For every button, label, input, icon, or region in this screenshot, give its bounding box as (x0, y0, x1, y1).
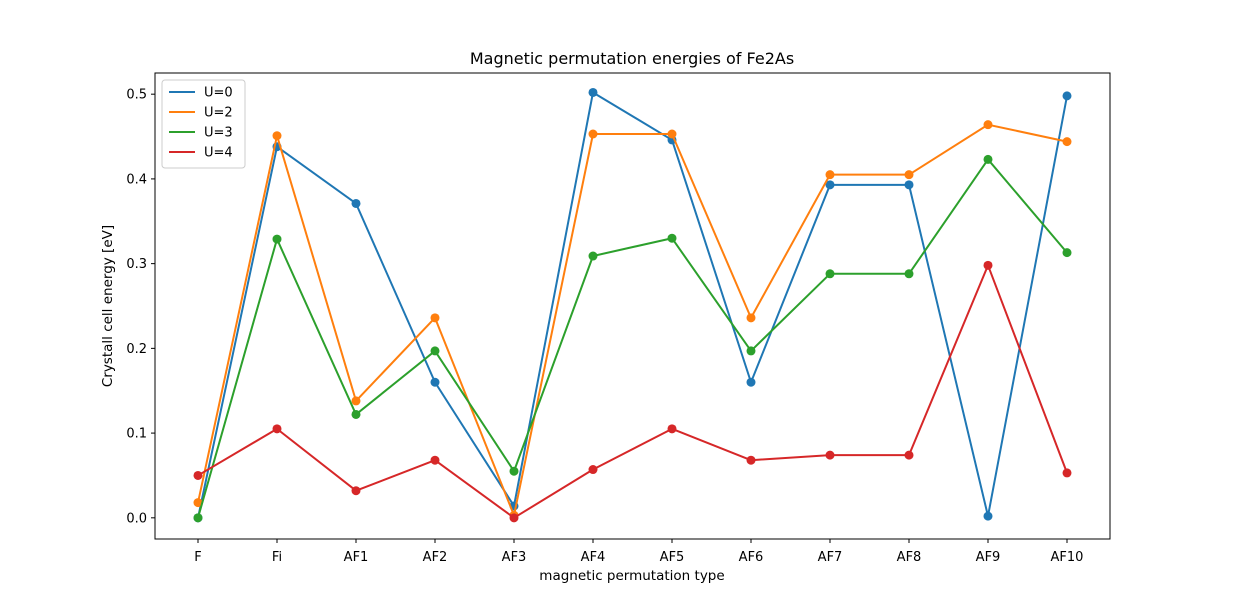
data-point (825, 170, 835, 180)
data-point (746, 346, 756, 356)
data-point (193, 498, 203, 508)
data-point (825, 269, 835, 279)
x-tick-label: AF2 (423, 550, 448, 565)
data-point (983, 120, 993, 130)
data-point (351, 198, 361, 208)
data-point (193, 513, 203, 523)
plot-area (155, 73, 1110, 539)
data-point (1062, 468, 1072, 478)
y-tick-label: 0.2 (126, 342, 147, 357)
y-tick-label: 0.5 (126, 88, 147, 103)
data-point (983, 154, 993, 164)
y-axis: 0.0 0.1 0.2 0.3 0.4 0.5 (126, 88, 155, 526)
x-tick-label: AF8 (897, 550, 922, 565)
data-point (746, 377, 756, 387)
data-point (351, 409, 361, 419)
data-point (746, 313, 756, 323)
data-point (825, 180, 835, 190)
series-u-3 (193, 154, 1072, 523)
data-point (746, 455, 756, 465)
series-line (197, 91, 1068, 519)
x-axis-title: magnetic permutation type (539, 568, 724, 584)
x-tick-label: AF10 (1051, 550, 1084, 565)
data-point (904, 170, 914, 180)
data-point (667, 233, 677, 243)
legend-box (161, 79, 246, 169)
data-point (904, 180, 914, 190)
legend-label: U=2 (204, 106, 233, 121)
x-tick-label: AF4 (581, 550, 606, 565)
data-point (588, 251, 598, 261)
data-point (509, 466, 519, 476)
data-point (904, 269, 914, 279)
data-point (588, 87, 598, 97)
data-point (667, 129, 677, 139)
series-line (197, 264, 1068, 519)
data-point (825, 450, 835, 460)
x-tick-label: AF6 (739, 550, 764, 565)
data-point (1062, 248, 1072, 258)
series-u-4 (193, 260, 1072, 523)
data-point (351, 486, 361, 496)
data-point (193, 470, 203, 480)
x-tick-label: AF5 (660, 550, 685, 565)
data-point (272, 424, 282, 434)
series-line (197, 158, 1068, 519)
data-point (351, 396, 361, 406)
x-tick-label: Fi (272, 550, 282, 565)
data-point (430, 377, 440, 387)
x-axis: F Fi AF1 AF2 AF3 AF4 AF5 AF6 AF7 AF8 AF9 AF10 (194, 539, 1083, 565)
data-point (430, 313, 440, 323)
data-point (904, 450, 914, 460)
series-u-0 (193, 87, 1072, 523)
x-tick-label: F (194, 550, 201, 565)
data-point (509, 513, 519, 523)
data-point (1062, 137, 1072, 147)
data-point (430, 455, 440, 465)
legend-label: U=3 (204, 126, 233, 141)
legend-label: U=4 (204, 146, 233, 161)
y-tick-label: 0.4 (126, 172, 147, 187)
legend-label: U=0 (204, 86, 233, 101)
data-point (1062, 91, 1072, 101)
y-axis-title: Crystall cell energy [eV] (100, 225, 116, 387)
y-tick-label: 0.0 (126, 511, 147, 526)
data-point (983, 260, 993, 270)
data-point (430, 346, 440, 356)
plot-frame (154, 72, 1111, 540)
data-point (588, 129, 598, 139)
y-tick-label: 0.1 (126, 427, 147, 442)
x-tick-label: AF9 (976, 550, 1001, 565)
y-tick-label: 0.3 (126, 257, 147, 272)
data-point (272, 131, 282, 141)
data-point (983, 511, 993, 521)
x-tick-label: AF3 (502, 550, 527, 565)
legend: U=0 U=2 U=3 U=4 (161, 79, 246, 169)
x-tick-label: AF7 (818, 550, 843, 565)
x-tick-label: AF1 (344, 550, 369, 565)
series-layer (193, 87, 1072, 523)
data-point (588, 465, 598, 475)
data-point (272, 234, 282, 244)
chart-title: Magnetic permutation energies of Fe2As (470, 49, 794, 68)
data-point (667, 424, 677, 434)
series-line (197, 123, 1068, 517)
